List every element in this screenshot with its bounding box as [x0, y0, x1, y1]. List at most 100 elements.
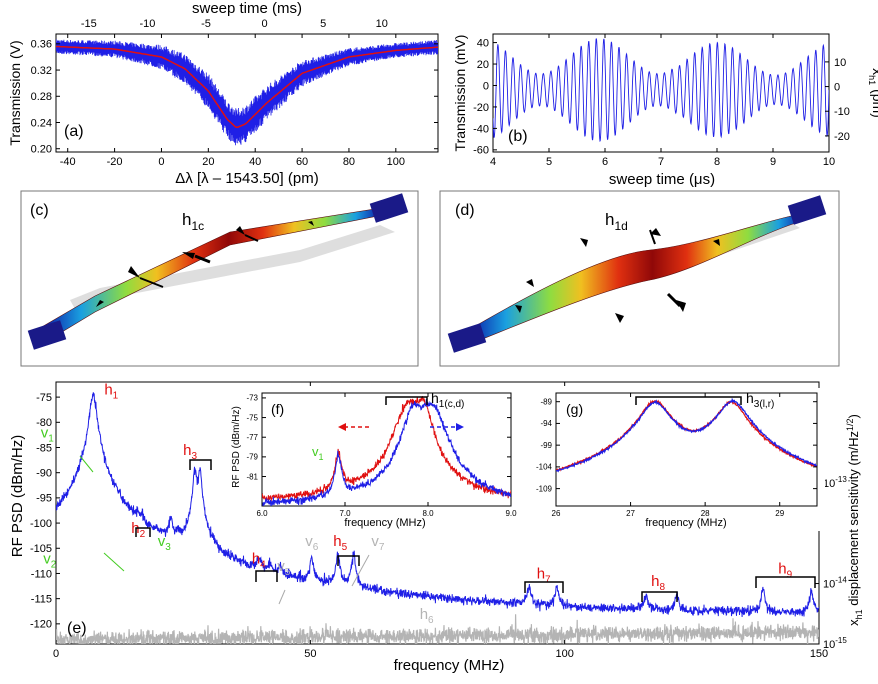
panel-f-ytick-label: -79 — [246, 453, 258, 462]
panel-b-label: (b) — [508, 128, 528, 145]
panel-g-label: (g) — [566, 401, 583, 417]
mode-label-v3: v3 — [158, 533, 172, 553]
panel-f-xtick-label: 8.0 — [422, 509, 434, 518]
panel-e-xtick-label: 50 — [304, 648, 316, 660]
panel-a-xtick-label: -20 — [107, 156, 123, 168]
panel-a-xtick-label: 20 — [202, 156, 214, 168]
panel-b-trace — [493, 38, 829, 142]
panel-e-xlabel: frequency (MHz) — [394, 657, 505, 674]
panel-f-arrows — [338, 423, 464, 431]
panel-g-frame — [555, 392, 818, 507]
panel-g-bracket — [635, 396, 742, 405]
panel-g-ytick-label: -109 — [536, 484, 553, 493]
panel-g-xtick-label: 27 — [626, 509, 635, 518]
mode-label-h8: h8 — [651, 573, 665, 593]
panel-a-ylabel: Transmission (V) — [7, 40, 23, 145]
panel-e-xtick-label: 100 — [555, 648, 573, 660]
mode-label-v1: v1 — [41, 424, 55, 444]
mode-label-h4: h4 — [252, 550, 266, 570]
panel-a-noisy-trace — [56, 39, 438, 146]
panel-a-ytick-label: 0.32 — [31, 65, 52, 77]
panel-c-mode-label: h1c — [182, 210, 204, 233]
panel-b-ylabel: Transmission (mV) — [452, 35, 468, 152]
panel-e-noise-floor-trace — [56, 614, 819, 644]
panel-b-xtick-label: 6 — [602, 156, 608, 168]
panel-g-xtick-label: 28 — [701, 509, 710, 518]
panel-g-xlabel: frequency (MHz) — [645, 517, 726, 529]
panel-d: (d) h1d — [439, 190, 840, 367]
panel-g-xtick-label: 26 — [552, 509, 561, 518]
mode-label-v2: v2 — [43, 550, 57, 570]
panel-e-right-tick-label: 10-13 — [823, 475, 847, 490]
panel-a-label: (a) — [64, 123, 84, 140]
mode-label-v6: v6 — [305, 533, 319, 553]
panel-b-right-tick-label: 10 — [834, 57, 846, 69]
mode-label-h6: h6 — [420, 606, 434, 626]
panel-b-frame — [492, 33, 830, 153]
panel-e-ytick-label: -120 — [30, 619, 52, 631]
mode-label-h9: h9 — [778, 560, 792, 580]
panel-c: (c) h1c — [20, 190, 419, 367]
panel-a-xtick-label: -40 — [60, 156, 76, 168]
panel-e-ytick-label: -85 — [36, 442, 52, 454]
panel-a-xtick-label: 0 — [158, 156, 164, 168]
panel-a-ytick-label: 0.24 — [31, 117, 52, 129]
panel-a-top-tick-label: -5 — [201, 18, 211, 30]
panel-e-ytick-label: -90 — [36, 468, 52, 480]
panel-c-label: (c) — [30, 202, 49, 219]
panel-f-xtick-label: 6.0 — [256, 509, 268, 518]
panel-b-xtick-label: 10 — [823, 156, 835, 168]
panel-b-ytick-label: -20 — [473, 102, 489, 114]
panel-g-ytick-label: -89 — [540, 397, 552, 406]
panel-e-ytick-label: -75 — [36, 392, 52, 404]
panel-g-bracket-label: h3(l,r) — [746, 390, 774, 410]
panel-a-top-tick-label: 0 — [262, 18, 268, 30]
panel-f: 6.0 7.0 8.0 9.0 -73 -75 -77 -79 -81 (f) frequenc… — [226, 388, 518, 531]
panel-e-pointers — [79, 455, 370, 605]
panel-d-label: (d) — [455, 202, 475, 219]
panel-a: -40 -20 0 20 40 60 80 1000.200.240.280.320.36-1… — [7, 0, 439, 187]
panel-b-ytick-label: 20 — [477, 59, 489, 71]
panel-b-xtick-label: 8 — [714, 156, 720, 168]
panel-f-xtick-label: 9.0 — [505, 509, 517, 518]
panel-e-right-tick-label: 10-15 — [823, 636, 847, 651]
panel-b-ytick-label: -40 — [473, 123, 489, 135]
panel-a-xtick-label: 60 — [296, 156, 308, 168]
panel-a-xtick-label: 80 — [343, 156, 355, 168]
panel-a-xtick-label: 100 — [387, 156, 405, 168]
panel-g: 26 27 28 29 -89 -94 -99 -104 -109 (g) frequency … — [536, 388, 825, 531]
panel-e-psd-trace — [56, 392, 819, 618]
mode-label-v7: v7 — [371, 533, 385, 553]
mode-label-h3: h3 — [183, 442, 197, 462]
panel-b-xtick-label: 9 — [770, 156, 776, 168]
beam-h1d-drawing — [447, 195, 827, 353]
mode-label-h7: h7 — [537, 566, 551, 586]
panel-b-xtick-label: 5 — [546, 156, 552, 168]
beam-h1c-drawing — [27, 193, 409, 350]
panel-f-ylabel: RF PSD (dBm/Hz) — [231, 406, 242, 488]
panel-a-ytick-label: 0.36 — [31, 39, 52, 51]
panel-f-trace-blue — [262, 399, 511, 506]
panel-f-xlabel: frequency (MHz) — [344, 517, 425, 529]
panel-b-ytick-label: 0 — [483, 80, 489, 92]
panel-b-right-ylabel: xh1 (pm) — [867, 68, 878, 118]
panel-a-xlabel: Δλ [λ – 1543.50] (pm) — [175, 170, 318, 187]
panel-e-ytick-label: -95 — [36, 493, 52, 505]
panel-e-ytick-label: -100 — [30, 518, 52, 530]
panel-e-label: (e) — [67, 620, 87, 637]
panel-f-label: (f) — [271, 401, 284, 417]
panel-g-ytick-label: -104 — [536, 463, 553, 472]
panel-f-bracket-label: h1(c,d) — [431, 390, 464, 410]
panel-a-top-tick-label: -10 — [139, 18, 155, 30]
panel-a-ytick-label: 0.28 — [31, 91, 52, 103]
panel-a-top-xlabel: sweep time (ms) — [192, 0, 302, 17]
panel-f-ytick-label: -73 — [246, 394, 258, 403]
panel-e-ytick-label: -80 — [36, 417, 52, 429]
panel-f-bracket — [385, 396, 428, 405]
mode-label-v5: v5 — [277, 558, 291, 578]
panel-e-ytick-label: -110 — [31, 568, 52, 580]
panel-d-mode-label: h1d — [605, 210, 628, 233]
panel-f-ytick-label: -77 — [246, 433, 258, 442]
panel-b-xtick-label: 4 — [490, 156, 496, 168]
